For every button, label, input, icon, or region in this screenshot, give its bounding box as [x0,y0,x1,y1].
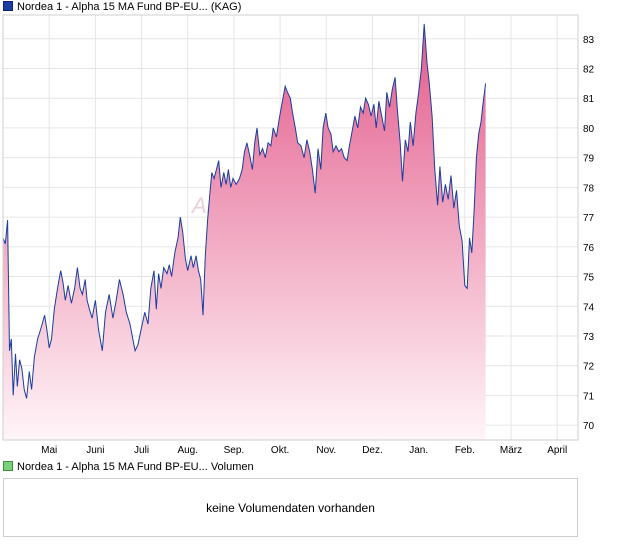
y-tick-label: 76 [583,243,595,254]
y-tick-label: 71 [583,391,595,402]
y-tick-label: 77 [583,213,595,224]
y-tick-label: 79 [583,154,595,165]
volume-panel: keine Volumendaten vorhanden [3,478,578,537]
x-tick-label: Nov. [316,445,336,456]
volume-legend-label: Nordea 1 - Alpha 15 MA Fund BP-EU... Vol… [17,461,254,473]
price-legend: Nordea 1 - Alpha 15 MA Fund BP-EU... (KA… [3,1,241,13]
x-tick-label: Dez. [362,445,383,456]
y-tick-label: 80 [583,124,595,135]
x-tick-label: Juni [86,445,104,456]
x-tick-label: Okt. [271,445,289,456]
x-tick-label: April [547,445,567,456]
x-tick-label: Aug. [177,445,198,456]
volume-empty-message: keine Volumendaten vorhanden [206,501,375,515]
x-tick-label: Mai [41,445,57,456]
y-tick-label: 75 [583,273,595,284]
x-tick-label: Feb. [455,445,475,456]
y-tick-label: 81 [583,94,595,105]
x-tick-label: Jan. [409,445,428,456]
volume-legend-swatch [3,461,13,471]
x-tick-label: März [500,445,522,456]
y-tick-label: 74 [583,302,595,313]
x-tick-label: Sep. [224,445,245,456]
y-tick-label: 83 [583,35,595,46]
y-tick-label: 82 [583,64,595,75]
x-tick-label: Juli [134,445,149,456]
price-line [2,23,487,399]
y-tick-label: 70 [583,421,595,432]
y-tick-label: 72 [583,362,595,373]
y-tick-label: 73 [583,332,595,343]
price-legend-swatch [3,1,13,11]
volume-legend: Nordea 1 - Alpha 15 MA Fund BP-EU... Vol… [3,461,254,473]
plot-frame [2,14,579,441]
price-area [3,23,486,441]
y-tick-label: 78 [583,183,595,194]
price-legend-label: Nordea 1 - Alpha 15 MA Fund BP-EU... (KA… [17,1,242,13]
